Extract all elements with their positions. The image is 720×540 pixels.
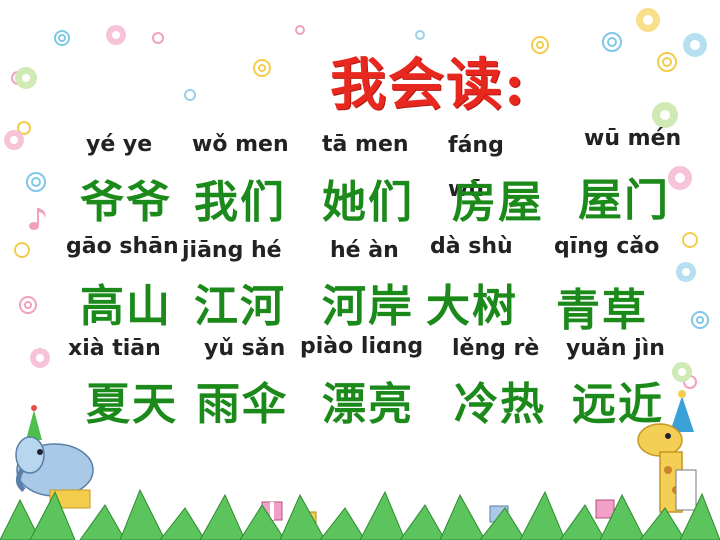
pinyin-label: tā men	[322, 132, 409, 157]
pinyin-label: wǒ men	[192, 132, 289, 157]
hanzi-word: 房屋	[452, 177, 544, 228]
grass-leaf-icon	[0, 488, 720, 540]
hanzi-word: 冷热	[454, 379, 546, 430]
pinyin-label: qīng cǎo	[554, 234, 660, 259]
hanzi-word: 远近	[572, 379, 664, 430]
hanzi-word: 爷爷	[80, 177, 172, 228]
swirl-circle-icon	[11, 25, 709, 389]
hanzi-word: 雨伞	[196, 379, 288, 430]
flower-icon	[4, 8, 707, 382]
pinyin-label: hé àn	[330, 238, 399, 263]
pinyin-label: gāo shān	[66, 234, 179, 259]
hanzi-word: 大树	[426, 281, 518, 332]
pinyin-label: piào liɑng	[300, 334, 424, 359]
hanzi-word: 河岸	[322, 281, 414, 332]
hanzi-word: 江河	[194, 281, 286, 332]
hanzi-word: 青草	[556, 285, 648, 336]
hanzi-word: 漂亮	[322, 379, 414, 430]
pinyin-label: fáng wū	[448, 133, 504, 202]
hanzi-word: 夏天	[86, 379, 178, 430]
hanzi-word: 屋门	[578, 175, 670, 226]
pinyin-label: lěng rè	[452, 336, 540, 361]
party-giraffe-icon	[637, 390, 697, 513]
pinyin-label: xià tiān	[68, 336, 161, 361]
hanzi-word: 我们	[194, 177, 286, 228]
pinyin-label: wū mén	[584, 126, 682, 151]
pinyin-label: yé ye	[86, 132, 153, 157]
pinyin-label: yǔ sǎn	[204, 336, 286, 361]
hanzi-word: 她们	[322, 177, 414, 228]
pinyin-label: dà shù	[430, 234, 513, 259]
pinyin-label: yuǎn jìn	[566, 336, 665, 361]
pinyin-label: jiāng hé	[182, 238, 282, 263]
hanzi-word: 高山	[80, 281, 172, 332]
music-note-icon	[29, 208, 46, 230]
page-title: 我会读:	[330, 52, 527, 118]
